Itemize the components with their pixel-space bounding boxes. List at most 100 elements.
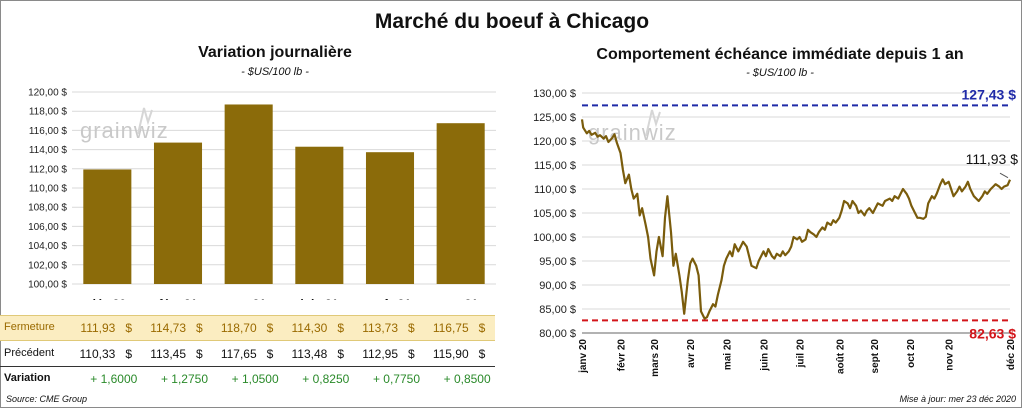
table-cell: + 0,8250	[302, 372, 350, 386]
bar-y-tick-label: 106,00 $	[28, 222, 67, 233]
table-unit: $	[196, 347, 203, 361]
table-unit: $	[408, 347, 415, 361]
line-y-tick-label: 105,00 $	[533, 208, 576, 220]
table-cell: 110,33	[79, 347, 116, 361]
line-y-tick-label: 130,00 $	[533, 88, 576, 100]
line-y-tick-label: 85,00 $	[539, 304, 576, 316]
table-cell: 116,75	[432, 321, 469, 335]
bar-y-tick-label: 104,00 $	[28, 241, 67, 252]
line-y-tick-label: 80,00 $	[539, 328, 576, 340]
table-cell: + 0,7750	[372, 372, 420, 386]
row-label: Variation	[4, 372, 51, 384]
table-unit: $	[125, 347, 133, 361]
line-chart-title: Comportement échéance immédiate depuis 1…	[596, 46, 964, 63]
line-chart-subtitle: - $US/100 lb -	[746, 67, 814, 79]
watermark-text: grainwiz	[588, 120, 677, 145]
line-y-tick-label: 95,00 $	[539, 256, 576, 268]
table-cell: + 1,2750	[160, 372, 208, 386]
line-x-tick-label: mars 20	[650, 339, 661, 377]
table-unit: $	[337, 321, 345, 335]
bar	[83, 169, 132, 284]
table-row: Fermeture $111,93 $114,73 $118,70 $114,30 $11…	[0, 315, 495, 341]
row-label: Précédent	[4, 347, 55, 359]
bar-chart-subtitle: - $US/100 lb -	[241, 66, 309, 78]
bar	[295, 146, 344, 284]
table-cell: 117,65	[220, 347, 257, 361]
bar	[365, 152, 415, 284]
line-y-tick-label: 125,00 $	[533, 112, 576, 124]
table-cell: 113,45	[150, 347, 186, 361]
bar-x-tick-label: déc 20	[89, 297, 127, 300]
table-unit: $	[125, 321, 133, 335]
line-x-tick-label: juin 20	[760, 339, 771, 372]
line-x-tick-label: déc 20	[1006, 339, 1017, 371]
watermark-wheat-icon	[137, 107, 153, 135]
source-note: Source: CME Group	[6, 394, 88, 404]
high-label: 127,43 $	[962, 86, 1017, 102]
line-x-tick-label: avr 20	[686, 339, 697, 368]
line-y-tick-label: 115,00 $	[534, 160, 576, 172]
bar-y-tick-label: 118,00 $	[29, 107, 68, 118]
bar	[436, 123, 485, 284]
line-x-tick-label: févr 20	[616, 339, 627, 372]
line-x-tick-label: janv 20	[578, 339, 589, 374]
line-x-tick-label: oct 20	[906, 339, 917, 368]
table-cell: + 1,0500	[231, 372, 279, 386]
table-cell: + 1,6000	[90, 372, 138, 386]
table-cell: 113,48	[291, 347, 328, 361]
grainwiz-watermark: grainwiz	[588, 109, 677, 145]
watermark-wheat-icon	[645, 109, 661, 137]
low-label: 82,63 $	[969, 325, 1016, 341]
table-cell: 114,30	[291, 321, 328, 335]
update-note: Mise à jour: mer 23 déc 2020	[899, 394, 1016, 404]
bar-chart: 100,00 $ 102,00 $ 104,00 $ 106,00 $ 108,00 $…	[28, 88, 496, 300]
table-cell: + 0,8500	[443, 372, 491, 386]
table-unit: $	[266, 347, 274, 361]
line-x-tick-label: nov 20	[945, 339, 956, 371]
table-cell: 118,70	[220, 321, 257, 335]
last-value-leader	[999, 172, 1009, 179]
bar-y-tick-label: 100,00 $	[28, 280, 67, 291]
table-unit: $	[478, 321, 486, 335]
table-unit: $	[266, 321, 274, 335]
last-value-label: 111,93 $	[966, 151, 1019, 167]
row-label: Fermeture	[4, 321, 55, 333]
bar-x-tick-label: juin 21	[299, 297, 338, 300]
price-series-line	[580, 119, 1012, 320]
line-x-tick-label: juil 20	[796, 339, 807, 369]
bar-x-tick-label: avr 21	[231, 297, 266, 300]
line-y-tick-label: 90,00 $	[539, 280, 576, 292]
table-row: Variation + 1,6000 + 1,2750 + 1,0500 + 0,825…	[0, 367, 495, 391]
table-cell: 113,73	[362, 321, 398, 335]
bar	[153, 142, 203, 284]
grainwiz-watermark: grainwiz	[80, 107, 169, 143]
watermark-text: grainwiz	[80, 118, 169, 143]
table-cell: 114,73	[150, 321, 186, 335]
bar-y-tick-label: 116,00 $	[29, 126, 68, 137]
line-x-tick-label: août 20	[835, 339, 846, 374]
table-unit: $	[196, 321, 203, 335]
bar-x-tick-label: févr 21	[159, 297, 198, 300]
line-y-tick-label: 110,00 $	[534, 184, 576, 196]
bar-y-tick-label: 102,00 $	[28, 260, 67, 271]
bar-y-tick-label: 114,00 $	[29, 145, 68, 156]
table-cell: 115,90	[432, 347, 469, 361]
main-title: Marché du boeuf à Chicago	[374, 10, 650, 33]
line-y-tick-label: 100,00 $	[533, 232, 576, 244]
bar-y-tick-label: 112,00 $	[29, 164, 68, 175]
line-x-tick-label: mai 20	[722, 339, 733, 371]
table-cell: 111,93	[80, 321, 116, 335]
table-unit: $	[478, 347, 486, 361]
table-unit: $	[337, 347, 345, 361]
bar-y-tick-label: 120,00 $	[28, 88, 67, 99]
bar-chart-title: Variation journalière	[198, 44, 352, 61]
bar-y-tick-label: 110,00 $	[29, 184, 68, 195]
table-unit: $	[408, 321, 415, 335]
bar-x-tick-label: oct 21	[443, 297, 478, 300]
bar-x-tick-label: août 21	[369, 297, 411, 300]
bar	[224, 104, 273, 284]
bar-y-tick-label: 108,00 $	[28, 203, 67, 214]
line-y-tick-label: 120,00 $	[533, 136, 576, 148]
table-row: Précédent $110,33 $113,45 $117,65 $113,48 $11…	[0, 342, 495, 367]
